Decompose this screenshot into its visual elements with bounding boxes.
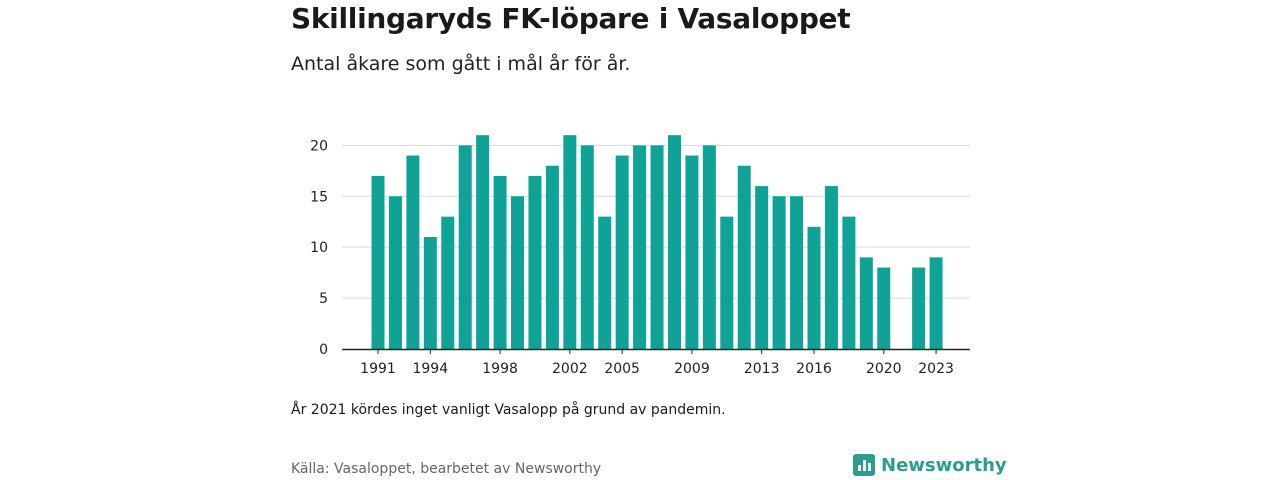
bar-2012 [737,165,751,349]
y-tick-label: 5 [319,291,328,307]
bar-2011 [720,216,734,349]
bar-2016 [807,226,821,349]
x-tick-label: 2002 [552,361,588,377]
bar-1993 [406,155,420,349]
x-tick-label: 2013 [744,361,780,377]
x-tick-label: 2005 [604,361,640,377]
bar-2022 [912,267,926,349]
bar-2008 [667,135,681,349]
bar-2013 [755,186,769,349]
brand-name: Newsworthy [881,454,1007,476]
bar-1992 [388,196,402,349]
bar-1996 [458,145,472,349]
bar-2007 [650,145,664,349]
y-tick-label: 0 [319,342,328,358]
bar-2009 [685,155,699,349]
x-tick-label: 2016 [796,361,832,377]
newsworthy-logo: Newsworthy [853,452,1007,478]
bar-1998 [493,175,507,349]
x-tick-label: 2023 [918,361,954,377]
newsworthy-logo-icon [853,454,875,476]
bar-2014 [772,196,786,349]
x-tick-label: 2009 [674,361,710,377]
bar-1991 [371,175,385,349]
bar-2018 [842,216,856,349]
bar-1997 [476,135,490,349]
chart-note: År 2021 kördes inget vanligt Vasalopp på… [291,402,726,418]
y-tick-label: 15 [310,189,328,205]
chart-subtitle: Antal åkare som gått i mål år för år. [291,53,631,75]
x-tick-label: 2020 [866,361,902,377]
bar-2004 [598,216,612,349]
bar-2020 [877,267,891,349]
y-tick-label: 20 [310,138,328,154]
bar-1995 [441,216,455,349]
bar-2010 [702,145,716,349]
bar-2002 [563,135,577,349]
bar-2019 [859,257,873,349]
bar-2005 [615,155,629,349]
bar-2017 [824,186,838,349]
bar-2015 [790,196,804,349]
chart-title: Skillingaryds FK-löpare i Vasaloppet [291,2,851,35]
bar-1999 [511,196,525,349]
bar-1994 [423,237,437,349]
bar-2006 [633,145,647,349]
x-tick-label: 1991 [360,361,396,377]
y-tick-label: 10 [310,240,328,256]
bar-2000 [528,175,542,349]
source-credit: Källa: Vasaloppet, bearbetet av Newswort… [291,461,602,477]
x-tick-label: 1998 [482,361,518,377]
bar-2023 [929,257,943,349]
bar-2001 [545,165,559,349]
x-tick-label: 1994 [412,361,448,377]
bar-2003 [580,145,594,349]
